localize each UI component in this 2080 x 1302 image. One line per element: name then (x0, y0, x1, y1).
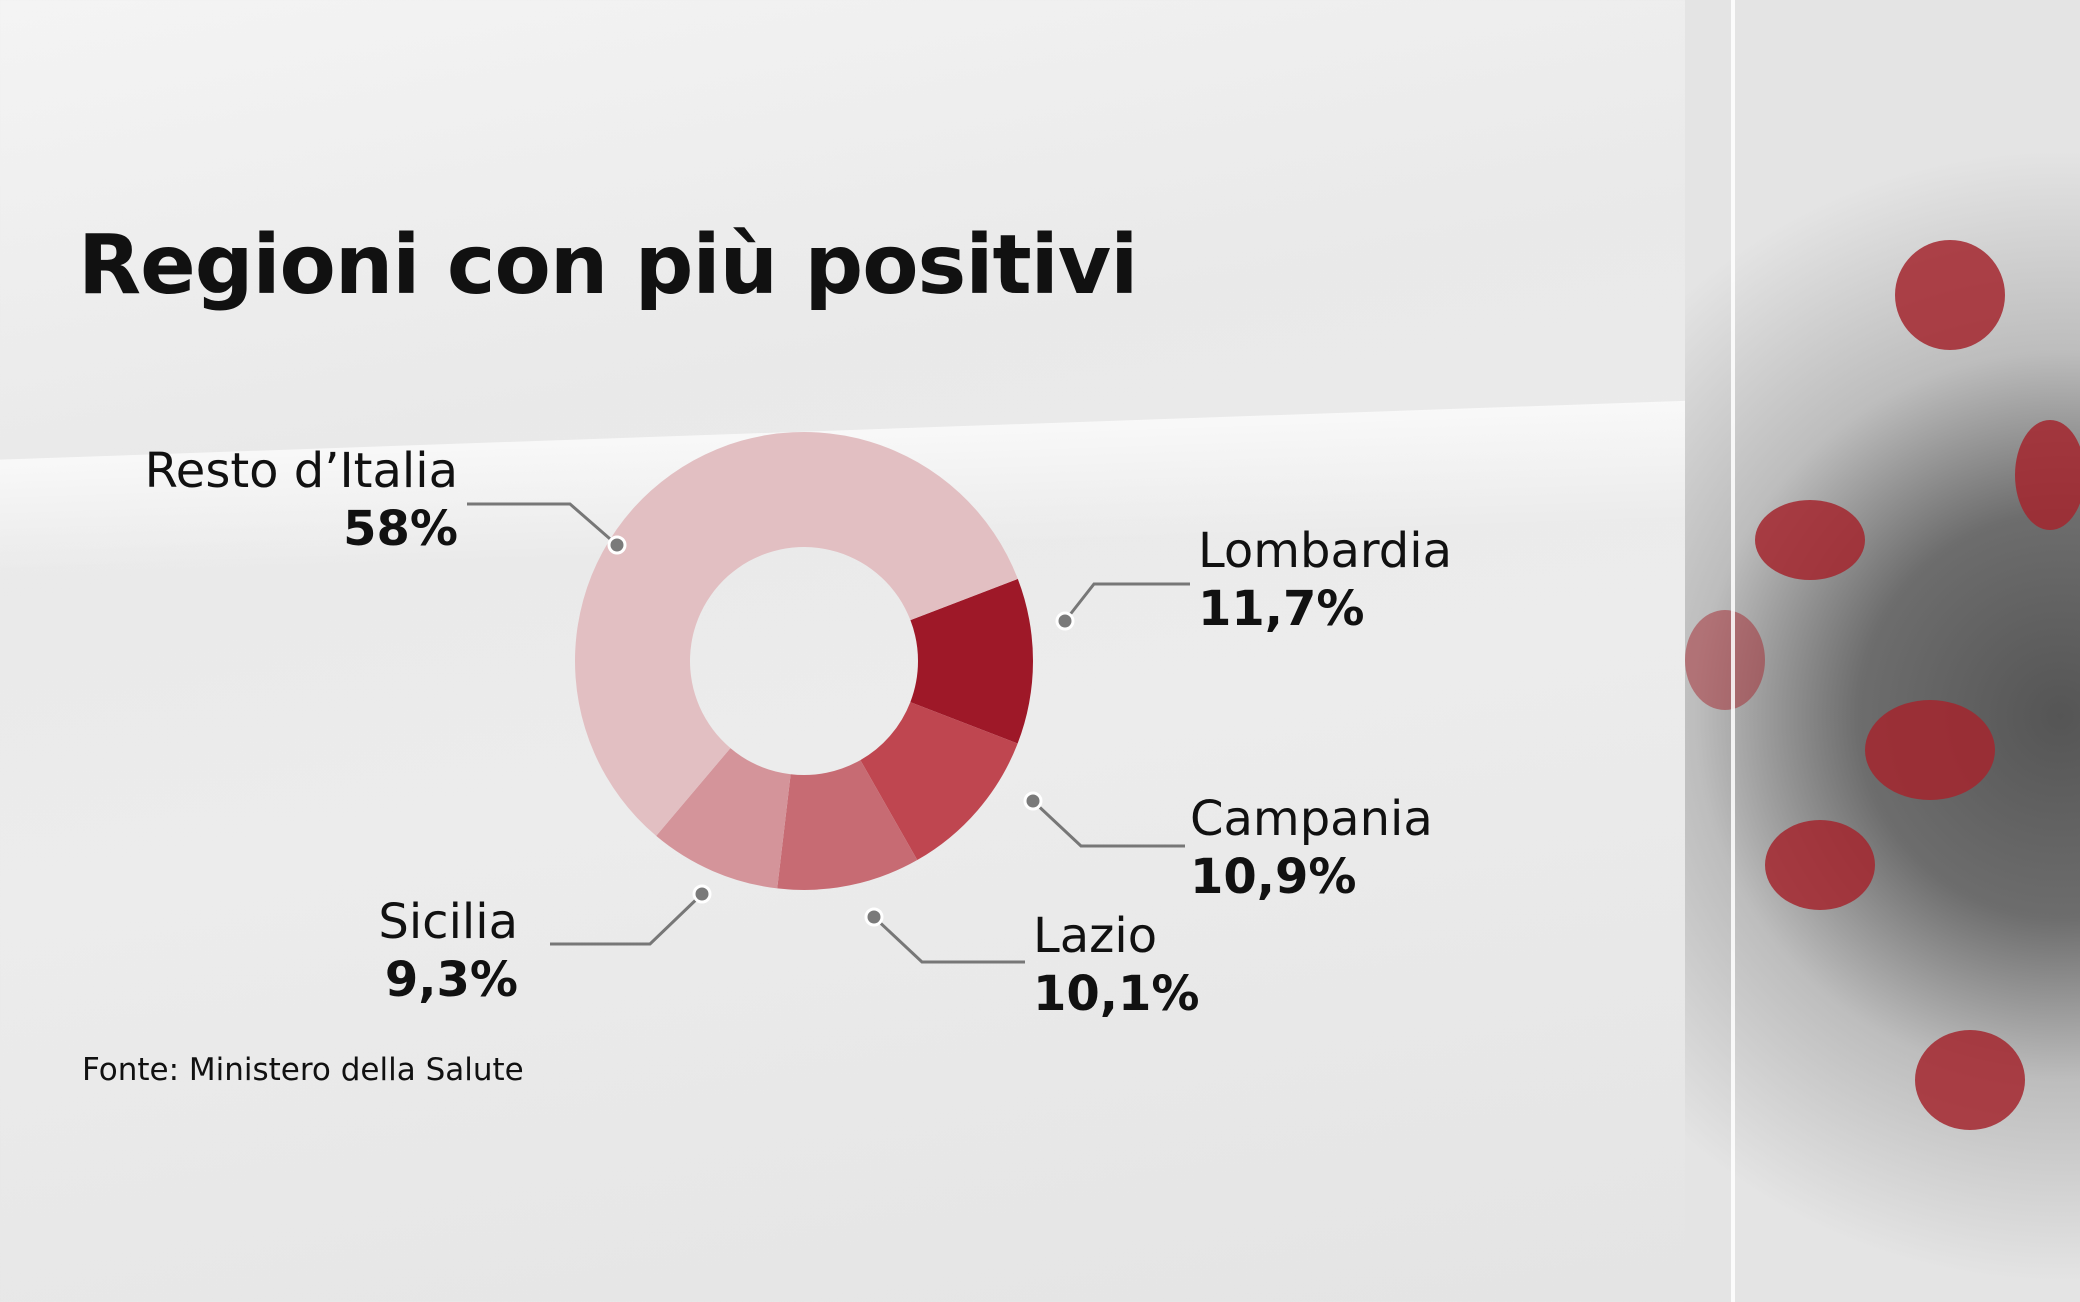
label-name: Lombardia (1198, 523, 1453, 579)
label-name: Resto d’Italia (144, 443, 458, 499)
leader-line-lazio (872, 915, 1025, 964)
leader-line-resto (467, 502, 618, 547)
label-lazio: Lazio 10,1% (1033, 907, 1200, 1023)
virus-image (1685, 0, 2080, 1302)
leader-dot-resto (607, 535, 627, 555)
slice-campania (860, 702, 1018, 861)
label-lombardia: Lombardia 11,7% (1198, 522, 1452, 638)
leader-line-sicilia (550, 892, 704, 946)
label-sicilia: Sicilia 9,3% (378, 893, 518, 1009)
chart-title: Regioni con più positivi (78, 218, 1138, 313)
label-name: Lazio (1033, 908, 1158, 964)
leader-line-lombardia (1063, 582, 1190, 622)
label-name: Campania (1190, 791, 1433, 847)
label-value: 10,9% (1190, 849, 1357, 905)
source-note: Fonte: Ministero della Salute (82, 1052, 524, 1088)
leader-dot-lombardia (1055, 611, 1075, 631)
slice-lazio (777, 760, 918, 890)
label-value: 9,3% (384, 952, 518, 1008)
leader-dot-lazio (864, 907, 884, 927)
slice-lombardia (910, 578, 1033, 744)
label-value: 10,1% (1033, 966, 1200, 1022)
slice-resto (575, 432, 1018, 836)
slice-sicilia (656, 748, 791, 889)
leader-dot-campania (1023, 791, 1043, 811)
label-value: 58% (343, 501, 458, 557)
divider-line (1731, 0, 1735, 1302)
label-name: Sicilia (378, 894, 518, 950)
leader-line-campania (1031, 799, 1185, 848)
label-campania: Campania 10,9% (1190, 790, 1433, 906)
label-value: 11,7% (1198, 581, 1365, 637)
label-resto: Resto d’Italia 58% (145, 442, 458, 558)
leader-dot-sicilia (692, 884, 712, 904)
